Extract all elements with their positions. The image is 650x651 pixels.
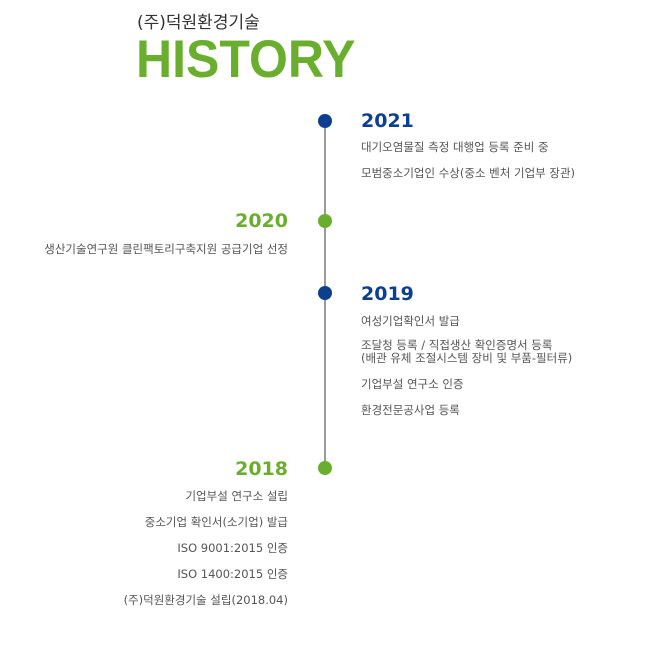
timeline-dot-2019 — [318, 286, 332, 300]
history-item: ISO 9001:2015 인증 — [177, 541, 288, 555]
history-item: (배관 유체 조절시스템 장비 및 부품-필터류) — [361, 351, 573, 365]
timeline-dot-2021 — [318, 114, 332, 128]
history-item: 생산기술연구원 클린팩토리구축지원 공급기업 선정 — [44, 242, 288, 256]
history-item: 환경전문공사업 등록 — [361, 403, 460, 417]
history-item: (주)덕원환경기술 설립(2018.04) — [123, 593, 288, 607]
history-item: 기업부설 연구소 인증 — [361, 377, 464, 391]
year-2020: 2020 — [235, 210, 288, 232]
year-2018: 2018 — [235, 458, 288, 480]
page-title: HISTORY — [136, 29, 356, 89]
history-item: 중소기업 확인서(소기업) 발급 — [144, 515, 288, 529]
history-item: 조달청 등록 / 직접생산 확인증명서 등록 — [361, 338, 553, 352]
timeline-dot-2020 — [318, 214, 332, 228]
history-item: ISO 1400:2015 인증 — [177, 567, 288, 581]
year-2021: 2021 — [361, 110, 414, 132]
history-item: 모범중소기업인 수상(중소 벤처 기업부 장관) — [361, 166, 576, 180]
history-item: 대기오염물질 측정 대행업 등록 준비 중 — [361, 140, 549, 154]
company-name: (주)덕원환경기술 — [137, 13, 260, 33]
history-item: 기업부설 연구소 설립 — [185, 489, 288, 503]
year-2019: 2019 — [361, 283, 414, 305]
history-item: 여성기업확인서 발급 — [361, 314, 460, 328]
timeline-dot-2018 — [318, 461, 332, 475]
